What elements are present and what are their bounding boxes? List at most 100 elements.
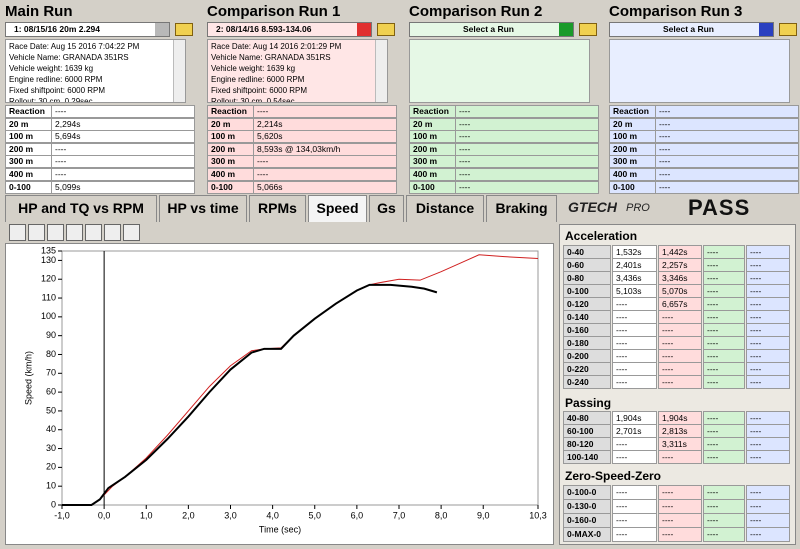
result-value: 2,294s: [51, 117, 195, 131]
y-tick-label: 110: [42, 292, 56, 302]
run-selector-text: 2: 08/14/16 8.593-134.06: [216, 24, 312, 34]
tab[interactable]: RPMs: [249, 195, 306, 222]
run-info: [609, 39, 790, 103]
scrollbar[interactable]: [173, 40, 185, 102]
section-value: ----: [658, 336, 702, 350]
tab[interactable]: Distance: [406, 195, 484, 222]
toolbar-button[interactable]: [28, 224, 45, 241]
run-selector[interactable]: Select a Run: [609, 22, 774, 37]
y-tick-label: 80: [46, 349, 56, 359]
section-label: 100-140: [563, 450, 611, 464]
y-tick-label: 70: [46, 368, 56, 378]
section-value: ----: [703, 527, 745, 542]
result-label: 0-100: [5, 180, 52, 194]
x-tick-label: 6,0: [351, 510, 364, 520]
section-value: 6,657s: [658, 297, 702, 311]
toolbar-button[interactable]: [47, 224, 64, 241]
x-tick-label: -1,0: [54, 510, 70, 520]
result-value: ----: [455, 105, 599, 118]
dropdown-arrow[interactable]: [357, 23, 371, 36]
open-folder-button[interactable]: [377, 23, 395, 36]
section-value: ----: [658, 323, 702, 337]
info-line: Fixed shiftpoint: 6000 RPM: [211, 86, 308, 95]
section-value: ----: [658, 527, 702, 542]
x-tick-label: 8,0: [435, 510, 448, 520]
result-value: 8,593s @ 134,03km/h: [253, 142, 397, 156]
section-value: 2,701s: [612, 424, 657, 438]
section-value: ----: [746, 297, 790, 311]
result-label: 400 m: [409, 168, 456, 181]
scrollbar[interactable]: [375, 40, 387, 102]
open-folder-button[interactable]: [175, 23, 193, 36]
result-value: ----: [253, 155, 397, 169]
result-value: 5,620s: [253, 130, 397, 144]
section-value: ----: [612, 297, 657, 311]
result-label: 100 m: [409, 130, 456, 144]
info-line: Vehicle Name: GRANADA 351RS: [211, 53, 331, 62]
run-selector[interactable]: 1: 08/15/16 20m 2.294: [5, 22, 170, 37]
section-value: ----: [658, 310, 702, 324]
toolbar-button[interactable]: [66, 224, 83, 241]
section-value: ----: [612, 362, 657, 376]
section-value: ----: [746, 284, 790, 298]
logo-model: PRO: [626, 202, 650, 214]
result-value: 2,214s: [253, 117, 397, 131]
section-label: 0-120: [563, 297, 611, 311]
x-tick-label: 10,3: [529, 510, 547, 520]
run-selector[interactable]: 2: 08/14/16 8.593-134.06: [207, 22, 372, 37]
result-value: ----: [51, 155, 195, 169]
info-line: Race Date: Aug 15 2016 7:04:22 PM: [9, 42, 140, 51]
section-value: ----: [703, 362, 745, 376]
section-value: ----: [703, 297, 745, 311]
run-selector[interactable]: Select a Run: [409, 22, 574, 37]
result-value: ----: [655, 142, 799, 156]
open-folder-button[interactable]: [779, 23, 797, 36]
section-label: 0-80: [563, 271, 611, 285]
section-value: ----: [746, 362, 790, 376]
section-value: ----: [746, 411, 790, 425]
toolbar-button[interactable]: [123, 224, 140, 241]
section-label: 0-160-0: [563, 513, 611, 528]
section-label: 0-130-0: [563, 499, 611, 514]
section-value: ----: [658, 450, 702, 464]
y-tick-label: 40: [46, 424, 56, 434]
section-value: ----: [746, 323, 790, 337]
plot-frame: [61, 250, 539, 506]
section-label: 0-160: [563, 323, 611, 337]
dropdown-arrow[interactable]: [155, 23, 169, 36]
section-label: 0-140: [563, 310, 611, 324]
section-label: 0-100-0: [563, 485, 611, 500]
section-value: ----: [612, 485, 657, 500]
speed-line: [62, 283, 438, 506]
section-value: 1,532s: [612, 245, 657, 259]
tab[interactable]: Braking: [486, 195, 557, 222]
logo-brand: GTECH: [568, 199, 617, 215]
tab[interactable]: HP vs time: [159, 195, 247, 222]
section-value: ----: [746, 310, 790, 324]
tab[interactable]: HP and TQ vs RPM: [5, 195, 157, 222]
section-value: ----: [746, 485, 790, 500]
section-label: 0-40: [563, 245, 611, 259]
toolbar-button[interactable]: [104, 224, 121, 241]
y-tick-label: 135: [41, 245, 56, 255]
toolbar-button[interactable]: [9, 224, 26, 241]
info-line: Engine redline: 6000 RPM: [211, 75, 305, 84]
section-value: ----: [703, 349, 745, 363]
info-line: Engine redline: 6000 RPM: [9, 75, 103, 84]
toolbar-button[interactable]: [85, 224, 102, 241]
section-value: ----: [658, 362, 702, 376]
section-value: 1,442s: [658, 245, 702, 259]
open-folder-button[interactable]: [579, 23, 597, 36]
dropdown-arrow[interactable]: [759, 23, 773, 36]
result-value: ----: [655, 105, 799, 118]
section-value: ----: [703, 284, 745, 298]
result-value: 5,694s: [51, 130, 195, 144]
section-value: 1,904s: [612, 411, 657, 425]
dropdown-arrow[interactable]: [559, 23, 573, 36]
tab[interactable]: Gs: [369, 195, 404, 222]
info-line: Vehicle weight: 1639 kg: [211, 64, 296, 73]
section-value: ----: [612, 375, 657, 389]
result-label: 200 m: [207, 142, 254, 156]
tab[interactable]: Speed: [308, 195, 367, 222]
section-title: Acceleration: [565, 229, 638, 243]
